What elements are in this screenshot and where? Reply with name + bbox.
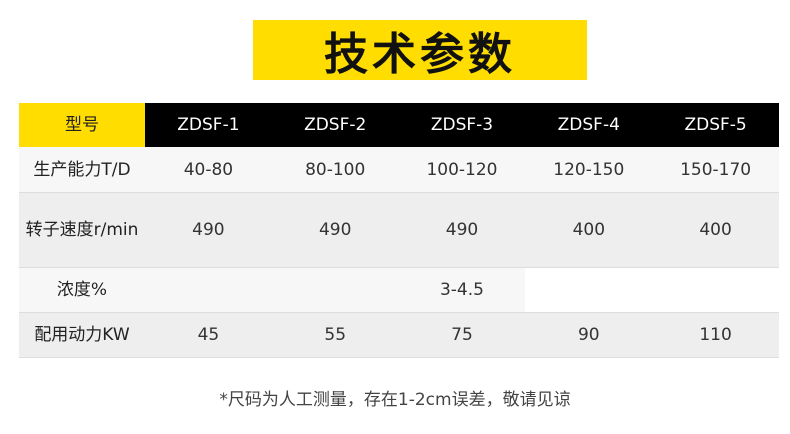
cell	[652, 267, 779, 313]
cell: 40-80	[145, 147, 272, 193]
page-title: 技术参数	[253, 20, 587, 80]
table-header-row: 型号 ZDSF-1 ZDSF-2 ZDSF-3 ZDSF-4 ZDSF-5	[19, 103, 779, 147]
cell: 110	[652, 312, 779, 358]
cell: 490	[145, 192, 272, 268]
row-label: 配用动力KW	[19, 312, 145, 358]
cell	[145, 267, 272, 313]
cell: 490	[398, 192, 526, 268]
model-header: ZDSF-5	[652, 103, 779, 147]
footnote: *尺码为人工测量，存在1-2cm误差，敬请见谅	[219, 390, 571, 410]
row-label: 转子速度r/min	[19, 192, 145, 268]
cell: 3-4.5	[398, 267, 526, 313]
cell: 55	[271, 312, 399, 358]
cell: 100-120	[398, 147, 526, 193]
cell: 400	[525, 192, 653, 268]
table-row: 配用动力KW 45 55 75 90 110	[19, 312, 779, 358]
table-row: 生产能力T/D 40-80 80-100 100-120 120-150 150…	[19, 147, 779, 193]
table-row: 浓度% 3-4.5	[19, 267, 779, 313]
cell: 90	[525, 312, 653, 358]
model-header: ZDSF-1	[145, 103, 272, 147]
cell: 45	[145, 312, 272, 358]
cell: 150-170	[652, 147, 779, 193]
cell: 75	[398, 312, 526, 358]
row-label: 生产能力T/D	[19, 147, 145, 193]
model-header: ZDSF-2	[271, 103, 399, 147]
spec-table: 型号 ZDSF-1 ZDSF-2 ZDSF-3 ZDSF-4 ZDSF-5 生产…	[19, 103, 779, 358]
model-header: ZDSF-4	[525, 103, 653, 147]
model-header: ZDSF-3	[398, 103, 526, 147]
cell	[271, 267, 399, 313]
cell	[525, 267, 653, 313]
cell: 120-150	[525, 147, 653, 193]
cell: 400	[652, 192, 779, 268]
cell: 80-100	[271, 147, 399, 193]
row-label: 浓度%	[19, 267, 145, 313]
table-row: 转子速度r/min 490 490 490 400 400	[19, 192, 779, 268]
cell: 490	[271, 192, 399, 268]
header-label: 型号	[19, 103, 145, 147]
